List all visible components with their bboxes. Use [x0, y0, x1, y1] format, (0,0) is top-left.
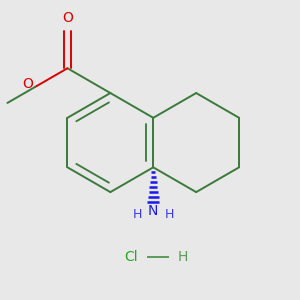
- Text: H: H: [178, 250, 188, 263]
- Text: N: N: [148, 204, 158, 218]
- Text: O: O: [62, 11, 73, 25]
- Text: H: H: [164, 208, 174, 221]
- Text: Cl: Cl: [124, 250, 138, 263]
- Text: O: O: [22, 77, 33, 92]
- Text: H: H: [133, 208, 142, 221]
